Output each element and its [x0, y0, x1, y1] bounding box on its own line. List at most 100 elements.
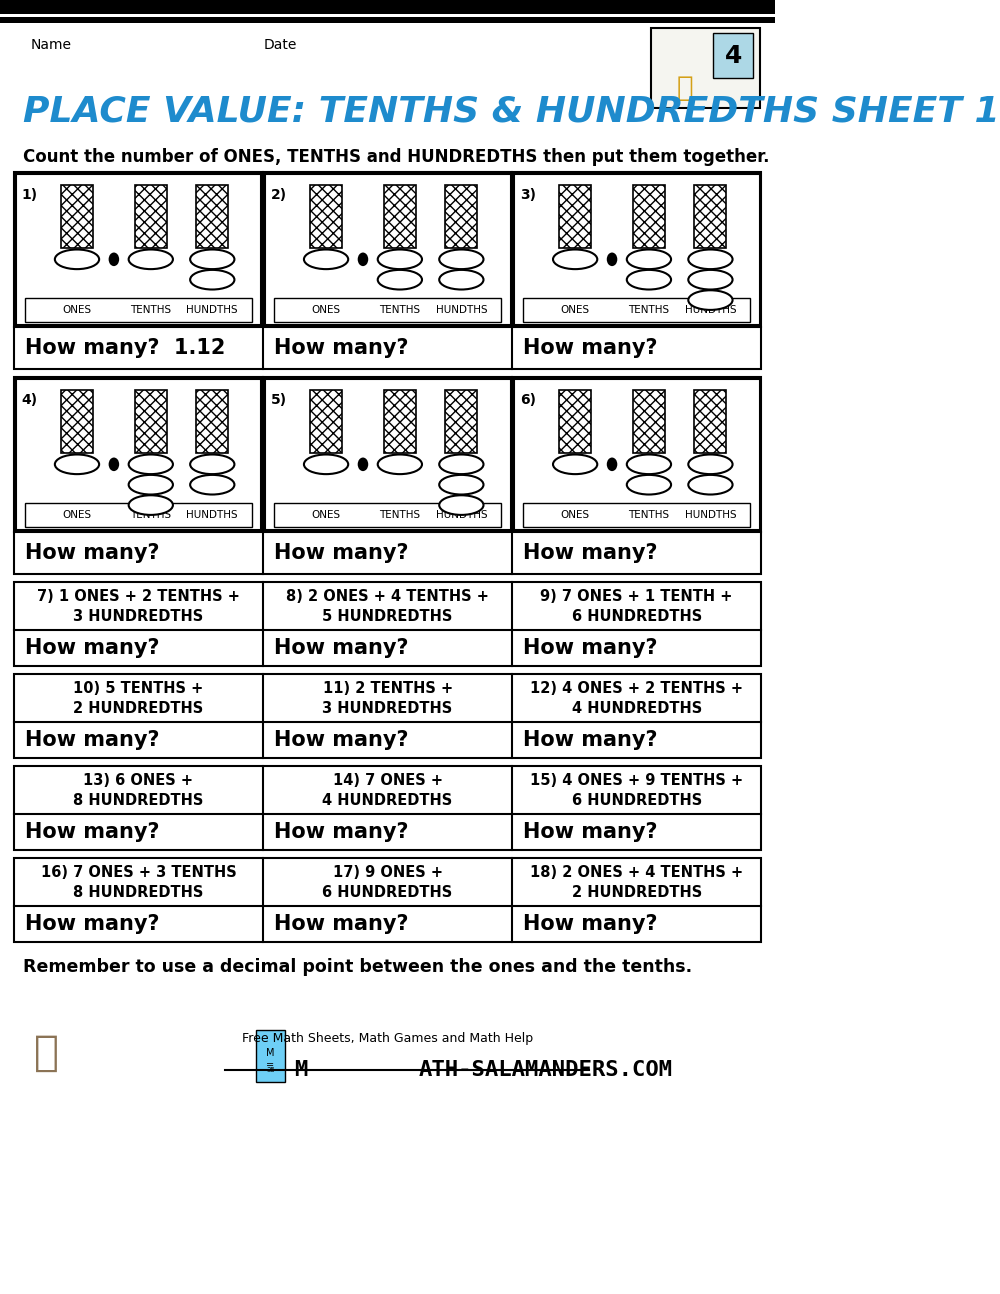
Bar: [16, 173, 261, 325]
Text: HUNDTHS: HUNDTHS: [685, 510, 736, 520]
Text: TENTHS: TENTHS: [379, 305, 420, 314]
Text: How many?: How many?: [274, 338, 408, 358]
Text: TENTHS: TENTHS: [628, 305, 669, 314]
Ellipse shape: [378, 270, 422, 290]
Text: ONES: ONES: [312, 305, 341, 314]
Bar: [135, 185, 167, 248]
Text: HUNDTHS: HUNDTHS: [436, 305, 487, 314]
Text: HUNDTHS: HUNDTHS: [436, 510, 487, 520]
Text: 9) 7 ONES + 1 TENTH +: 9) 7 ONES + 1 TENTH +: [540, 589, 733, 604]
Text: ONES: ONES: [62, 510, 92, 520]
Text: How many?: How many?: [523, 543, 657, 563]
Bar: [713, 34, 753, 78]
Bar: [514, 379, 760, 531]
Ellipse shape: [688, 290, 733, 309]
Text: TENTHS: TENTHS: [379, 510, 420, 520]
Bar: [384, 185, 416, 248]
Text: 16) 7 ONES + 3 TENTHS: 16) 7 ONES + 3 TENTHS: [41, 864, 236, 880]
Text: 3 HUNDREDTHS: 3 HUNDREDTHS: [73, 609, 204, 624]
Text: ONES: ONES: [312, 510, 341, 520]
Ellipse shape: [55, 250, 99, 269]
Text: How many?  1.12: How many? 1.12: [25, 338, 225, 358]
Bar: [445, 185, 477, 248]
Ellipse shape: [439, 250, 483, 269]
Text: ONES: ONES: [62, 305, 92, 314]
Bar: [310, 185, 342, 248]
Text: Date: Date: [264, 38, 297, 52]
Text: 13) 6 ONES +: 13) 6 ONES +: [83, 773, 193, 788]
Bar: [310, 389, 342, 453]
Ellipse shape: [627, 270, 671, 290]
Text: ONES: ONES: [561, 305, 590, 314]
Text: Count the number of ONES, TENTHS and HUNDREDTHS then put them together.: Count the number of ONES, TENTHS and HUN…: [23, 148, 770, 166]
Ellipse shape: [439, 270, 483, 290]
Bar: [694, 185, 726, 248]
Bar: [265, 379, 511, 531]
Text: 35: 35: [266, 1068, 275, 1073]
Ellipse shape: [358, 252, 368, 267]
Text: 10) 5 TENTHS +: 10) 5 TENTHS +: [73, 681, 204, 696]
Text: 2): 2): [271, 188, 287, 202]
Text: Remember to use a decimal point between the ones and the tenths.: Remember to use a decimal point between …: [23, 958, 692, 976]
Text: 2 HUNDREDTHS: 2 HUNDREDTHS: [572, 885, 702, 901]
Text: How many?: How many?: [523, 822, 657, 842]
Ellipse shape: [627, 250, 671, 269]
Ellipse shape: [109, 458, 119, 471]
Ellipse shape: [688, 250, 733, 269]
Ellipse shape: [304, 250, 348, 269]
Text: HUNDTHS: HUNDTHS: [186, 305, 238, 314]
Bar: [651, 28, 760, 107]
Text: How many?: How many?: [274, 638, 408, 659]
Ellipse shape: [607, 458, 617, 471]
Text: TENTHS: TENTHS: [130, 510, 171, 520]
Ellipse shape: [55, 454, 99, 474]
Text: ONES: ONES: [561, 510, 590, 520]
Ellipse shape: [553, 250, 597, 269]
Bar: [633, 389, 665, 453]
Bar: [135, 389, 167, 453]
Ellipse shape: [304, 454, 348, 474]
Text: TENTHS: TENTHS: [628, 510, 669, 520]
Bar: [514, 173, 760, 325]
Text: 17) 9 ONES +: 17) 9 ONES +: [333, 864, 443, 880]
Text: Free Math Sheets, Math Games and Math Help: Free Math Sheets, Math Games and Math He…: [242, 1033, 533, 1046]
Ellipse shape: [439, 475, 483, 494]
Ellipse shape: [688, 454, 733, 474]
Text: 8 HUNDREDTHS: 8 HUNDREDTHS: [73, 793, 204, 807]
Bar: [196, 389, 228, 453]
Text: How many?: How many?: [25, 730, 159, 751]
Ellipse shape: [439, 454, 483, 474]
Text: How many?: How many?: [274, 543, 408, 563]
Text: How many?: How many?: [523, 638, 657, 659]
Bar: [265, 173, 511, 325]
Ellipse shape: [439, 496, 483, 515]
Bar: [694, 389, 726, 453]
Text: 12) 4 ONES + 2 TENTHS +: 12) 4 ONES + 2 TENTHS +: [530, 681, 743, 696]
Bar: [274, 503, 501, 527]
Text: 5): 5): [271, 393, 287, 408]
Text: 3): 3): [520, 188, 536, 202]
Text: 4): 4): [22, 393, 38, 408]
Text: How many?: How many?: [25, 822, 159, 842]
Text: 🦎: 🦎: [34, 1033, 59, 1074]
Bar: [256, 1030, 285, 1082]
Text: How many?: How many?: [274, 914, 408, 934]
Text: 4 HUNDREDTHS: 4 HUNDREDTHS: [572, 701, 702, 716]
Text: 3 HUNDREDTHS: 3 HUNDREDTHS: [322, 701, 453, 716]
Text: ATH-SALAMANDERS.COM: ATH-SALAMANDERS.COM: [419, 1060, 673, 1080]
Bar: [559, 185, 591, 248]
Bar: [25, 298, 252, 322]
Ellipse shape: [553, 454, 597, 474]
Text: 11) 2 TENTHS +: 11) 2 TENTHS +: [323, 681, 453, 696]
Ellipse shape: [129, 250, 173, 269]
Text: M: M: [295, 1060, 308, 1080]
Text: M
=: M =: [266, 1048, 275, 1070]
Text: 8) 2 ONES + 4 TENTHS +: 8) 2 ONES + 4 TENTHS +: [286, 589, 489, 604]
Ellipse shape: [129, 475, 173, 494]
Ellipse shape: [378, 250, 422, 269]
Bar: [61, 389, 93, 453]
Bar: [274, 298, 501, 322]
Text: 5 HUNDREDTHS: 5 HUNDREDTHS: [322, 609, 453, 624]
Ellipse shape: [109, 252, 119, 267]
Text: How many?: How many?: [25, 543, 159, 563]
